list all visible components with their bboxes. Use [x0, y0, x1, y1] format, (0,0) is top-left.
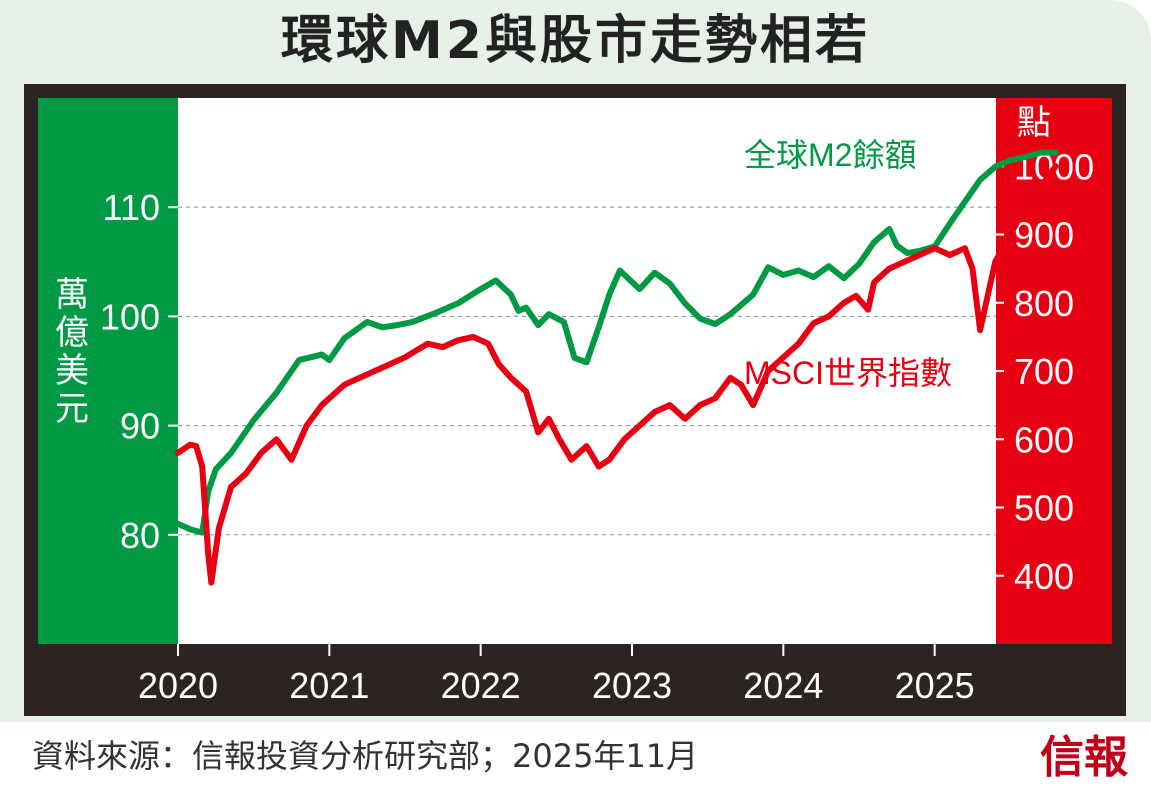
x-tick-label: 2024	[743, 665, 823, 706]
left-axis-label: 美	[55, 351, 89, 391]
left-axis-label: 元	[55, 389, 89, 429]
right-tick-label: 800	[1014, 283, 1074, 324]
series-line	[175, 149, 1059, 536]
right-axis-label: 點	[1017, 103, 1051, 143]
plot-area	[178, 98, 996, 644]
chart-title: 環球M2與股市走勢相若	[281, 11, 870, 71]
source-note: 資料來源：信報投資分析研究部；2025年11月	[32, 737, 699, 775]
x-tick-label: 2020	[138, 665, 218, 706]
left-tick-label: 80	[120, 515, 160, 556]
chart-frame: 80 90 100 110 萬億美元 400 500 600 700 800 900 1000 點 202…	[24, 84, 1126, 716]
series-line	[175, 163, 1059, 586]
series-label: 全球M2餘額	[744, 137, 916, 173]
x-tick-label: 2025	[895, 665, 975, 706]
right-axis-panel	[996, 98, 1112, 644]
left-axis-panel	[38, 98, 178, 644]
x-tick-label: 2023	[592, 665, 672, 706]
right-tick-label: 500	[1014, 488, 1074, 529]
right-tick-label: 700	[1014, 351, 1074, 392]
right-tick-label: 400	[1014, 556, 1074, 597]
brand-logo: 信報	[1040, 732, 1128, 783]
x-tick-label: 2022	[441, 665, 521, 706]
right-tick-label: 600	[1014, 419, 1074, 460]
x-tick-label: 2021	[289, 665, 369, 706]
left-axis-label: 億	[55, 313, 89, 353]
chart-svg: 8090100110萬億美元4005006007008009001000點202…	[38, 98, 1112, 706]
left-tick-label: 90	[120, 406, 160, 447]
left-tick-label: 100	[100, 296, 160, 337]
left-axis-label: 萬	[55, 275, 89, 315]
series-label: MSCI世界指數	[744, 355, 952, 391]
left-tick-label: 110	[103, 187, 160, 228]
right-tick-label: 900	[1014, 215, 1074, 256]
